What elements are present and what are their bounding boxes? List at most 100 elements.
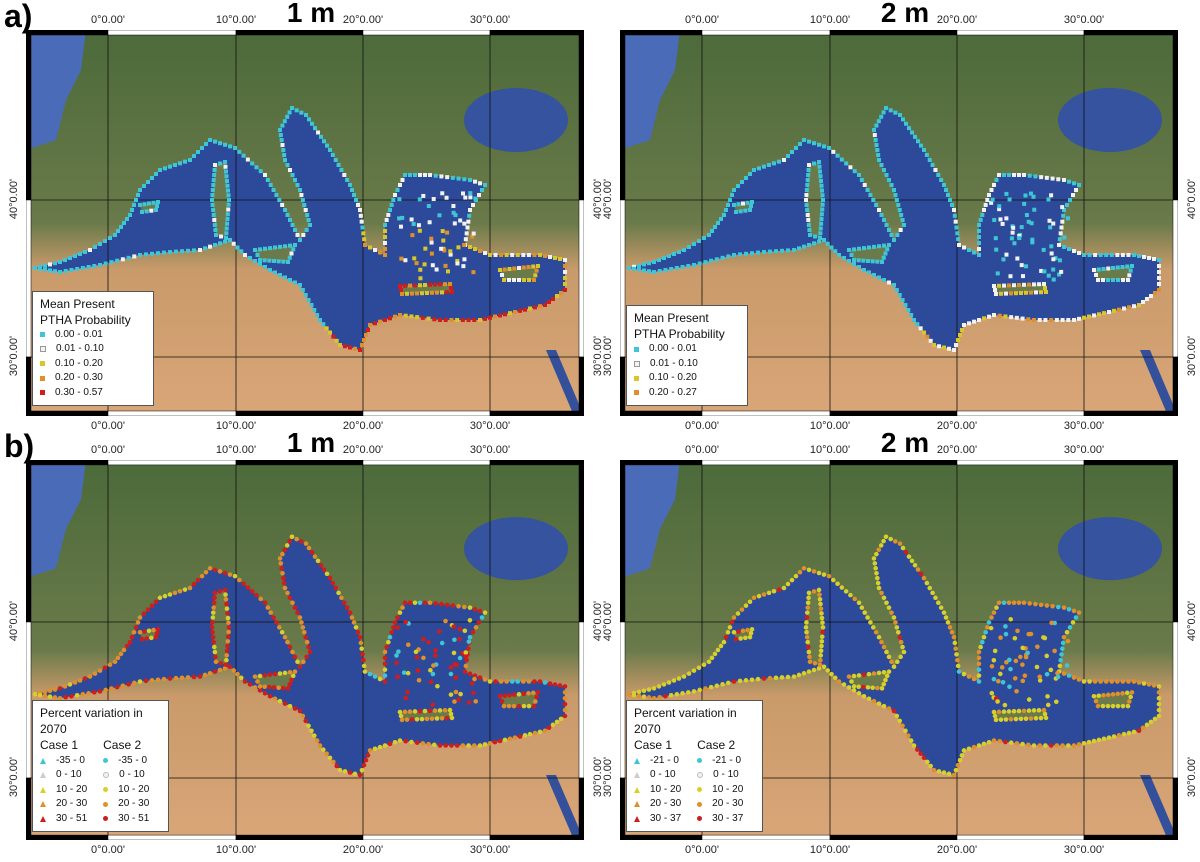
variation-point — [92, 671, 98, 676]
variation-point — [271, 685, 277, 690]
ptha-point — [538, 304, 542, 309]
ptha-point — [767, 163, 771, 167]
ptha-point — [103, 261, 108, 266]
ptha-point — [1157, 276, 1161, 280]
ptha-point — [420, 315, 425, 320]
variation-point — [793, 573, 799, 579]
ptha-point — [445, 290, 449, 295]
variation-point — [819, 611, 824, 616]
ptha-point — [448, 252, 453, 257]
ptha-point — [301, 233, 306, 237]
panel-title: 2 m — [880, 427, 930, 458]
variation-point — [876, 701, 882, 706]
ptha-point — [867, 270, 871, 275]
ptha-point — [83, 250, 87, 254]
legend-item: -35 - 0 — [40, 754, 87, 769]
variation-point — [547, 681, 553, 686]
ptha-point — [471, 203, 475, 207]
ptha-point — [408, 283, 412, 288]
ptha-point — [804, 203, 809, 207]
ptha-point — [1060, 205, 1065, 210]
variation-point — [1105, 692, 1111, 698]
ptha-point — [415, 315, 420, 320]
ptha-point — [1023, 193, 1028, 198]
legend-range: 0.10 - 0.20 — [649, 372, 697, 383]
variation-point — [866, 671, 872, 677]
ptha-point — [393, 193, 397, 197]
ptha-point — [438, 318, 442, 322]
ptha-point — [881, 110, 886, 115]
variation-point — [372, 674, 378, 679]
legend-range: 0.20 - 0.30 — [55, 372, 103, 383]
ptha-point — [200, 146, 204, 150]
ptha-point — [900, 218, 905, 222]
ptha-point — [874, 143, 879, 147]
ptha-point — [435, 290, 439, 295]
legend-range: 30 - 37 — [650, 812, 682, 824]
variation-point — [812, 661, 818, 666]
ptha-point — [1062, 178, 1066, 182]
ptha-point — [239, 249, 244, 254]
ptha-point — [987, 314, 991, 319]
variation-point — [507, 736, 513, 742]
ptha-point — [1066, 318, 1071, 322]
variation-point — [1052, 648, 1057, 654]
ptha-point — [409, 314, 414, 319]
variation-point — [697, 687, 703, 693]
ptha-point — [682, 248, 686, 252]
ptha-point — [281, 259, 286, 264]
ptha-point — [391, 198, 396, 202]
variation-point — [805, 600, 811, 606]
variation-point — [281, 685, 286, 691]
legend-item: 10 - 20 — [103, 783, 149, 798]
variation-point — [703, 686, 708, 691]
variation-point — [996, 600, 1002, 606]
variation-point — [276, 625, 282, 630]
ptha-point — [829, 245, 834, 250]
variation-point — [357, 772, 363, 778]
ptha-point — [802, 138, 806, 142]
ptha-point — [415, 291, 419, 296]
variation-point — [424, 716, 430, 722]
ptha-point — [466, 318, 471, 322]
ptha-point — [786, 248, 790, 253]
variation-point — [444, 602, 450, 608]
legend-item: 0.00 - 0.01 — [40, 328, 145, 343]
ptha-point — [156, 251, 160, 256]
ptha-point — [212, 173, 217, 177]
ptha-point — [1026, 317, 1031, 322]
lon-tick-bottom: 0°0.00' — [684, 844, 720, 856]
variation-point — [236, 577, 242, 583]
variation-point — [372, 746, 378, 752]
legend-item: 0 - 10 — [40, 768, 87, 783]
ptha-point — [782, 158, 786, 162]
panel-title: 2 m — [880, 0, 930, 28]
variation-point — [881, 595, 887, 601]
ptha-point — [563, 270, 567, 274]
variation-point — [921, 755, 927, 761]
variation-point — [874, 551, 879, 557]
panel-label: b) — [4, 428, 35, 464]
ptha-point — [451, 204, 456, 209]
variation-point — [1033, 716, 1039, 721]
frame-segment — [701, 460, 831, 466]
ptha-point — [126, 255, 131, 260]
variation-point — [282, 701, 288, 706]
ptha-point — [997, 283, 1001, 288]
ptha-point — [453, 213, 458, 218]
ptha-point — [417, 197, 422, 202]
ptha-point — [273, 245, 277, 250]
variation-point — [811, 569, 817, 574]
ptha-point — [889, 183, 894, 187]
ptha-point — [898, 228, 903, 232]
variation-point — [461, 604, 467, 610]
ptha-point — [316, 130, 320, 135]
lon-tick-bottom: 10°0.00' — [809, 844, 851, 856]
variation-point — [532, 730, 538, 736]
ptha-point — [395, 188, 400, 192]
lat-tick-left: 30°0.00' — [602, 335, 614, 377]
ptha-point — [271, 188, 276, 192]
ptha-point — [1153, 291, 1157, 295]
variation-point — [521, 679, 526, 684]
variation-point — [663, 694, 668, 699]
